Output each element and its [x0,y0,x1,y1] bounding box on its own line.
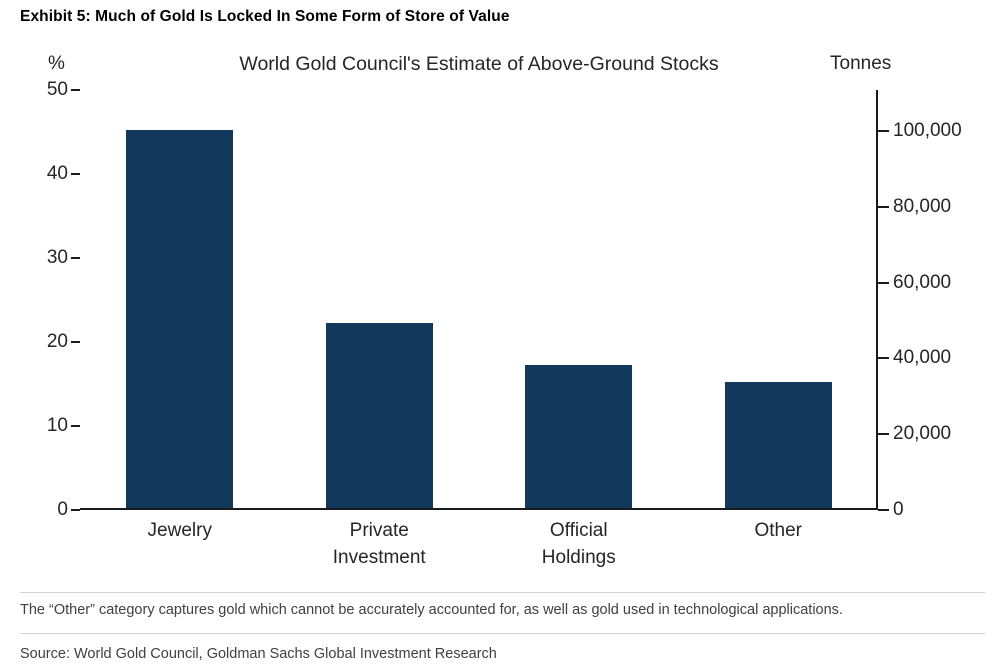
right-axis-tick-mark [878,281,889,284]
bar-official-holdings [525,365,633,508]
category-label-official-holdings: Official Holdings [541,520,616,568]
left-axis-tick-mark [71,341,80,343]
plot-area [80,90,878,510]
right-axis-tick-label: 60,000 [893,271,952,293]
right-axis-tick-label: 80,000 [893,195,952,217]
left-axis-tick-mark [71,257,80,259]
left-axis-unit-label: % [48,53,65,74]
left-axis-tick-mark [71,89,80,91]
category-label-other: Other [754,520,803,541]
left-axis-tick-label: 30 [46,247,68,268]
right-axis-unit-label: Tonnes [830,53,892,74]
chart-title: World Gold Council's Estimate of Above-G… [239,53,719,75]
right-axis-tick-label: 0 [893,499,904,520]
exhibit-title: Exhibit 5: Much of Gold Is Locked In Som… [20,8,510,25]
right-axis-tick-mark [878,357,889,360]
left-axis-tick-mark [71,509,80,511]
left-axis-tick-label: 10 [46,415,68,436]
source-line: Source: World Gold Council, Goldman Sach… [20,646,497,662]
left-axis-tick-label: 40 [46,163,68,184]
right-axis-tick-label: 100,000 [893,119,962,141]
divider-bottom [20,633,985,634]
bar-other [724,382,832,508]
left-axis-tick-mark [71,425,80,427]
footnote: The “Other” category captures gold which… [20,602,843,618]
left-axis-tick-label: 20 [46,331,68,352]
left-axis-tick-label: 50 [46,79,68,100]
right-axis-tick-mark [878,205,889,208]
category-label-jewelry: Jewelry [147,520,212,541]
bar-private-investment [325,323,433,508]
left-axis-tick-mark [71,173,80,175]
right-axis-tick-mark [878,129,889,132]
right-axis-tick-label: 20,000 [893,423,952,445]
right-axis-tick-mark [878,433,889,436]
right-axis-tick-label: 40,000 [893,347,952,369]
bar-jewelry [126,130,234,508]
category-label-private-investment: Private Investment [332,520,426,568]
divider-top [20,592,985,593]
left-axis-tick-label: 0 [57,499,68,520]
right-axis-tick-mark [878,509,889,511]
